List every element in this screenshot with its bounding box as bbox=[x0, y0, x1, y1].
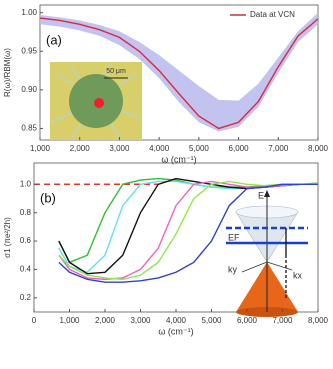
x-tick-label: 2,000 bbox=[95, 316, 116, 325]
panel-label: (a) bbox=[46, 32, 62, 47]
x-tick-label: 4,000 bbox=[166, 316, 187, 325]
y-tick-label: 1.00 bbox=[21, 8, 37, 17]
y-tick-label: 0.8 bbox=[20, 208, 32, 217]
y-tick-label: 0.4 bbox=[20, 265, 32, 274]
x-tick-label: 8,000 bbox=[308, 316, 329, 325]
x-tick-label: 2,000 bbox=[70, 144, 91, 153]
x-tick-label: 6,000 bbox=[229, 144, 250, 153]
x-tick-label: 1,000 bbox=[30, 144, 51, 153]
y-tick-label: 0.95 bbox=[21, 46, 37, 55]
x-tick-label: 5,000 bbox=[201, 316, 222, 325]
inset-label: kx bbox=[293, 270, 303, 280]
x-tick-label: 6,000 bbox=[237, 316, 258, 325]
y-tick-label: 0.85 bbox=[21, 124, 37, 133]
x-tick-label: 0 bbox=[32, 316, 37, 325]
x-tick-label: 1,000 bbox=[59, 316, 80, 325]
x-tick-label: 8,000 bbox=[308, 144, 329, 153]
y-axis-label: σ1 (πe²/2h) bbox=[3, 217, 12, 258]
inset-label: ky bbox=[228, 264, 238, 274]
inset-micrograph: 50 μm bbox=[50, 62, 142, 140]
inset-dirac-cone: E EF ky kx bbox=[226, 190, 308, 317]
x-tick-label: 7,000 bbox=[268, 144, 289, 153]
inset-label: E bbox=[258, 190, 264, 200]
plot-frame bbox=[39, 4, 319, 141]
y-tick-label: 0.90 bbox=[21, 85, 37, 94]
x-axis-label: ω (cm⁻¹) bbox=[158, 326, 193, 336]
x-tick-label: 3,000 bbox=[109, 144, 130, 153]
y-axis-label: R(ω)/RBM(ω) bbox=[3, 48, 12, 97]
x-tick-label: 3,000 bbox=[130, 316, 151, 325]
y-tick-label: 0.6 bbox=[20, 236, 32, 245]
x-tick-label: 7,000 bbox=[272, 316, 293, 325]
inset-label: EF bbox=[228, 232, 240, 242]
series-line bbox=[39, 17, 319, 130]
y-tick-label: 1.0 bbox=[20, 179, 32, 188]
series-line bbox=[58, 183, 318, 283]
y-tick-label: 0.2 bbox=[20, 293, 32, 302]
x-tick-label: 5,000 bbox=[189, 144, 210, 153]
inset-spot bbox=[94, 98, 104, 108]
legend-label: Data at VCN bbox=[250, 10, 295, 19]
x-tick-label: 4,000 bbox=[149, 144, 170, 153]
series-line bbox=[58, 180, 319, 281]
panel-label: (b) bbox=[40, 190, 56, 205]
confidence-band bbox=[40, 12, 318, 132]
scale-label: 50 μm bbox=[106, 68, 126, 75]
x-axis-label: ω (cm⁻¹) bbox=[161, 154, 196, 164]
series-line bbox=[58, 180, 318, 281]
